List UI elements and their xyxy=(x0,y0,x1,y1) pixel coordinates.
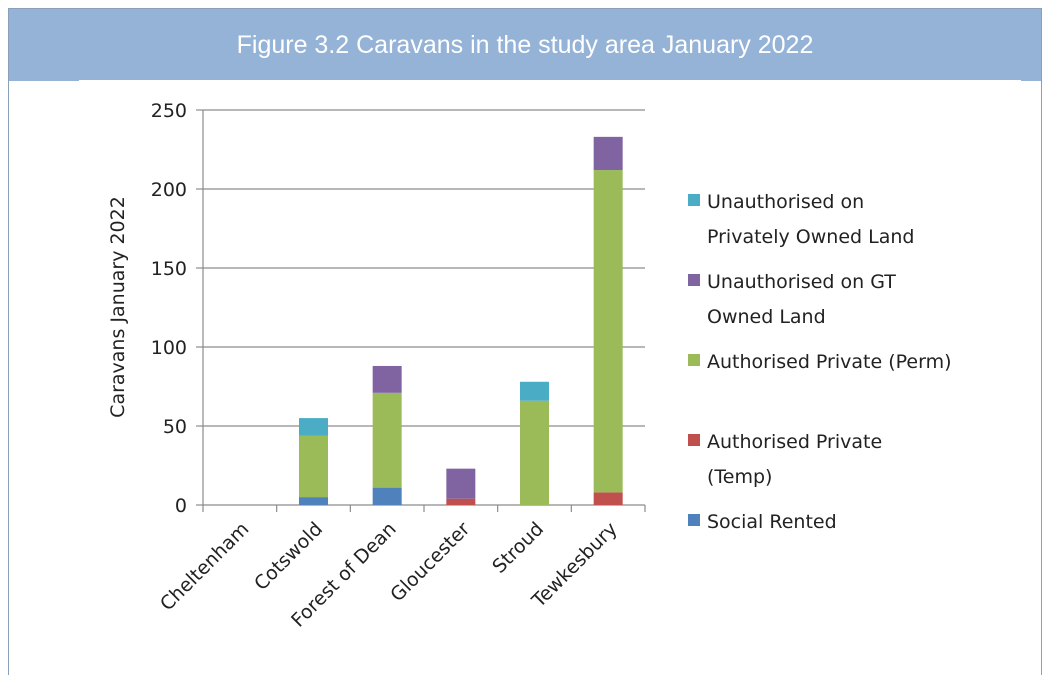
x-category-label: Cotswold xyxy=(250,518,327,595)
bar-segment xyxy=(446,498,476,505)
legend-swatch xyxy=(688,514,700,526)
y-tick-label: 100 xyxy=(151,337,187,359)
figure-title: Figure 3.2 Caravans in the study area Ja… xyxy=(236,30,814,59)
bar-segment xyxy=(372,487,402,505)
bar-segment xyxy=(299,497,328,505)
bar-segment xyxy=(299,435,328,498)
y-tick-label: 150 xyxy=(151,258,187,280)
bar-segment xyxy=(593,170,623,493)
bar-segment xyxy=(593,492,623,505)
bar-segment xyxy=(593,136,623,171)
bar-segment xyxy=(520,400,549,505)
header-divider xyxy=(79,80,1021,82)
legend-label: (Temp) xyxy=(707,466,772,488)
y-tick-label: 200 xyxy=(151,179,187,201)
y-tick-label: 250 xyxy=(151,100,187,122)
bar-segment xyxy=(446,468,476,499)
legend-swatch xyxy=(688,354,700,366)
bar-segment xyxy=(372,392,402,488)
y-axis-title: Caravans January 2022 xyxy=(107,196,129,418)
bar-segment xyxy=(520,381,549,401)
figure-header: Figure 3.2 Caravans in the study area Ja… xyxy=(9,9,1041,81)
legend-swatch xyxy=(688,434,700,446)
legend-swatch xyxy=(688,274,700,286)
legend-label: Authorised Private xyxy=(707,431,882,453)
bar-segment xyxy=(299,418,328,436)
x-category-label: Cheltenham xyxy=(156,518,253,615)
legend-label: Authorised Private (Perm) xyxy=(707,351,952,373)
legend-label: Owned Land xyxy=(707,306,826,328)
x-category-label: Gloucester xyxy=(386,518,474,606)
x-category-label: Stroud xyxy=(488,518,548,578)
legend-label: Privately Owned Land xyxy=(707,226,914,248)
legend-swatch xyxy=(688,194,700,206)
y-tick-label: 0 xyxy=(175,495,187,517)
y-tick-label: 50 xyxy=(163,416,187,438)
legend-label: Unauthorised on xyxy=(707,191,864,213)
legend-label: Unauthorised on GT xyxy=(707,271,896,293)
figure-frame: Figure 3.2 Caravans in the study area Ja… xyxy=(8,8,1042,675)
legend-label: Social Rented xyxy=(707,511,837,533)
bar-segment xyxy=(372,365,402,393)
